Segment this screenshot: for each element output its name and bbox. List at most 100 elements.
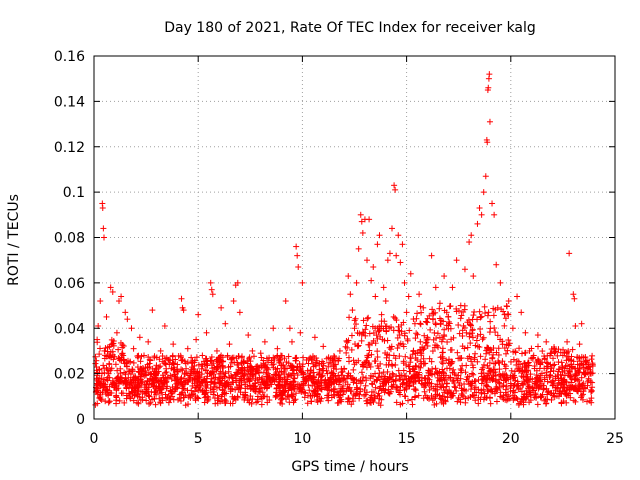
- data-point: [459, 332, 466, 339]
- data-point: [475, 400, 482, 407]
- data-point: [408, 374, 415, 381]
- data-point: [399, 380, 406, 387]
- data-point: [241, 372, 248, 379]
- data-point: [194, 368, 201, 375]
- data-point: [382, 298, 389, 305]
- data-point: [468, 322, 475, 329]
- data-point: [357, 211, 364, 218]
- data-point: [589, 352, 596, 359]
- data-point: [586, 370, 593, 377]
- data-point: [278, 368, 285, 375]
- data-point: [147, 357, 154, 364]
- data-point: [117, 339, 124, 346]
- data-point: [469, 334, 476, 341]
- data-point: [211, 379, 218, 386]
- data-point: [101, 347, 108, 354]
- data-point: [330, 365, 337, 372]
- data-point: [540, 385, 547, 392]
- data-point: [222, 320, 229, 327]
- data-point: [490, 372, 497, 379]
- data-point: [114, 375, 121, 382]
- data-point: [457, 315, 464, 322]
- data-point: [109, 377, 116, 384]
- data-point: [519, 350, 526, 357]
- data-point: [447, 374, 454, 381]
- data-point: [131, 384, 138, 391]
- data-point: [380, 284, 387, 291]
- data-point: [422, 360, 429, 367]
- data-point: [398, 328, 405, 335]
- data-point: [559, 387, 566, 394]
- data-point: [455, 379, 462, 386]
- data-point: [288, 381, 295, 388]
- data-point: [393, 399, 400, 406]
- data-point: [362, 326, 369, 333]
- data-point: [364, 354, 371, 361]
- data-point: [187, 394, 194, 401]
- data-point: [174, 368, 181, 375]
- data-point: [312, 362, 319, 369]
- data-point: [354, 390, 361, 397]
- data-point: [119, 390, 126, 397]
- data-point: [116, 298, 123, 305]
- data-point: [480, 361, 487, 368]
- data-point: [363, 377, 370, 384]
- data-point: [331, 372, 338, 379]
- data-point: [261, 393, 268, 400]
- data-point: [161, 360, 168, 367]
- data-point: [539, 348, 546, 355]
- data-point: [568, 364, 575, 371]
- data-point: [436, 334, 443, 341]
- data-point: [383, 361, 390, 368]
- data-point: [446, 387, 453, 394]
- data-point: [463, 387, 470, 394]
- data-point: [109, 288, 116, 295]
- data-point: [162, 391, 169, 398]
- data-point: [126, 368, 133, 375]
- data-point: [375, 365, 382, 372]
- data-point: [424, 375, 431, 382]
- data-point: [385, 389, 392, 396]
- data-point: [386, 352, 393, 359]
- data-point: [535, 343, 542, 350]
- data-point: [545, 363, 552, 370]
- data-point: [113, 392, 120, 399]
- data-point: [355, 357, 362, 364]
- data-point: [423, 336, 430, 343]
- data-point: [229, 400, 236, 407]
- data-point: [390, 313, 397, 320]
- data-point: [458, 312, 465, 319]
- data-point: [253, 366, 260, 373]
- data-point: [495, 359, 502, 366]
- data-point: [438, 317, 445, 324]
- data-point: [360, 329, 367, 336]
- data-point: [492, 369, 499, 376]
- data-point: [484, 344, 491, 351]
- data-point: [343, 387, 350, 394]
- data-point: [188, 370, 195, 377]
- data-point: [492, 360, 499, 367]
- data-point: [370, 263, 377, 270]
- data-point: [371, 358, 378, 365]
- data-point: [306, 387, 313, 394]
- data-point: [207, 279, 214, 286]
- data-point: [589, 363, 596, 370]
- data-point: [150, 383, 157, 390]
- data-point: [290, 366, 297, 373]
- data-point: [320, 343, 327, 350]
- data-point: [191, 359, 198, 366]
- data-point: [550, 390, 557, 397]
- data-point: [437, 354, 444, 361]
- data-point: [149, 376, 156, 383]
- data-point: [92, 353, 99, 360]
- data-point: [282, 383, 289, 390]
- data-point: [241, 359, 248, 366]
- data-point: [254, 393, 261, 400]
- data-point: [314, 378, 321, 385]
- data-point: [136, 334, 143, 341]
- data-point: [415, 363, 422, 370]
- data-point: [406, 327, 413, 334]
- data-point: [550, 367, 557, 374]
- data-point: [471, 378, 478, 385]
- data-point: [485, 84, 492, 91]
